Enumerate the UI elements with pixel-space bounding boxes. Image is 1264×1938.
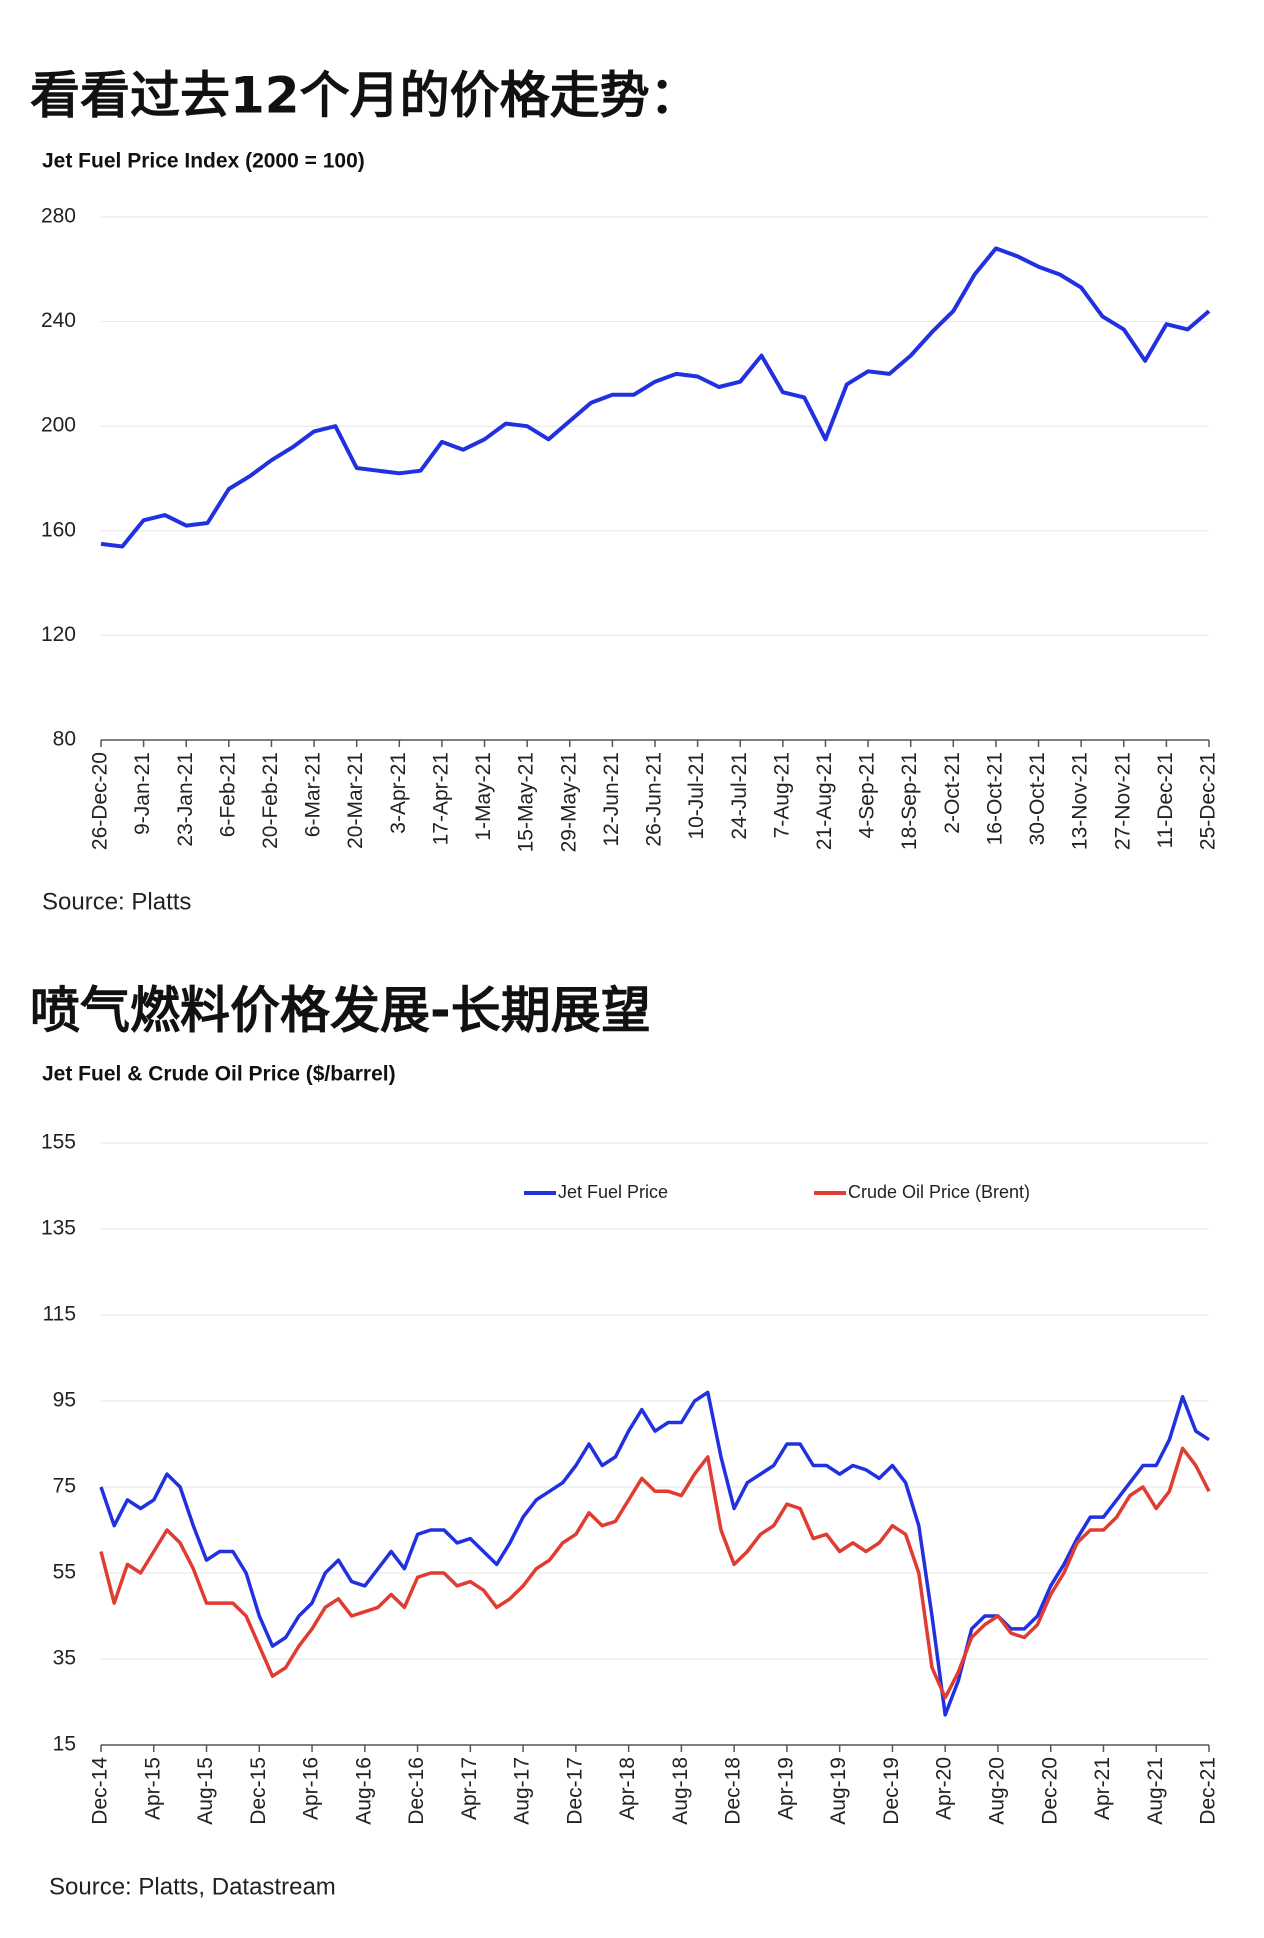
x-tick-label: 2-Oct-21 (941, 752, 964, 834)
x-tick-label: Dec-18 (722, 1757, 745, 1825)
chart-title: Jet Fuel & Crude Oil Price ($/barrel) (42, 1063, 396, 1086)
x-tick-label: Dec-17 (563, 1757, 586, 1825)
y-tick-label: 55 (53, 1561, 76, 1584)
x-tick-label: 4-Sep-21 (856, 752, 879, 838)
y-tick-label: 80 (53, 728, 76, 751)
y-tick-label: 160 (41, 518, 76, 541)
x-tick-label: 6-Mar-21 (302, 752, 325, 837)
section-heading: 看看过去12个月的价格走势： (30, 67, 700, 125)
x-tick-label: Dec-14 (89, 1757, 112, 1825)
x-tick-label: 29-May-21 (557, 752, 580, 852)
x-tick-label: Apr-21 (1091, 1757, 1114, 1820)
x-tick-label: Aug-15 (194, 1757, 217, 1825)
x-tick-label: 17-Apr-21 (429, 752, 452, 845)
y-tick-label: 135 (41, 1217, 76, 1240)
y-tick-label: 240 (41, 309, 76, 332)
x-tick-label: Apr-20 (933, 1757, 956, 1820)
x-tick-label: 11-Dec-21 (1154, 752, 1177, 849)
x-tick-label: 1-May-21 (472, 752, 495, 841)
x-tick-label: 10-Jul-21 (685, 752, 708, 840)
x-tick-label: Aug-21 (1144, 1757, 1167, 1825)
x-tick-label: 26-Jun-21 (643, 752, 666, 847)
x-tick-label: Apr-17 (458, 1757, 481, 1820)
x-tick-label: 12-Jun-21 (600, 752, 623, 847)
chart-title: Jet Fuel Price Index (2000 = 100) (42, 150, 365, 173)
x-tick-label: 9-Jan-21 (131, 752, 154, 835)
y-tick-label: 15 (53, 1733, 76, 1756)
data-line (100, 246, 1211, 549)
y-tick-label: 155 (41, 1131, 76, 1154)
x-tick-label: 16-Oct-21 (983, 752, 1006, 845)
source-note: Source: Platts, Datastream (49, 1873, 336, 1900)
data-line (99, 1446, 1211, 1700)
x-tick-label: Dec-16 (405, 1757, 428, 1825)
x-tick-label: Aug-18 (669, 1757, 692, 1825)
x-tick-label: Dec-20 (1038, 1757, 1061, 1825)
x-tick-label: 6-Feb-21 (216, 752, 239, 837)
y-tick-label: 200 (41, 414, 76, 437)
legend-label: Jet Fuel Price (558, 1182, 668, 1202)
data-line (99, 1390, 1210, 1717)
x-tick-label: 23-Jan-21 (174, 752, 197, 847)
x-tick-label: 21-Aug-21 (813, 752, 836, 850)
x-tick-label: 30-Oct-21 (1026, 752, 1049, 845)
source-note: Source: Platts (42, 888, 191, 915)
x-tick-label: Aug-19 (827, 1757, 850, 1825)
x-tick-label: Apr-16 (300, 1757, 323, 1820)
x-tick-label: Aug-20 (985, 1757, 1008, 1825)
x-tick-label: 25-Dec-21 (1197, 752, 1220, 850)
x-tick-label: Apr-15 (141, 1757, 164, 1820)
x-tick-label: 20-Feb-21 (259, 752, 282, 849)
y-tick-label: 115 (43, 1303, 76, 1326)
x-tick-label: 26-Dec-20 (89, 752, 112, 850)
y-tick-label: 75 (53, 1475, 76, 1498)
x-tick-label: 27-Nov-21 (1111, 752, 1134, 850)
x-tick-label: Dec-19 (880, 1757, 903, 1825)
x-tick-label: 13-Nov-21 (1069, 752, 1092, 850)
x-tick-label: Apr-19 (774, 1757, 797, 1820)
x-tick-label: 15-May-21 (515, 752, 538, 852)
x-tick-label: 24-Jul-21 (728, 752, 751, 840)
x-tick-label: 7-Aug-21 (770, 752, 793, 838)
x-tick-label: Aug-17 (511, 1757, 534, 1825)
x-tick-label: Apr-18 (616, 1757, 639, 1820)
x-tick-label: Aug-16 (352, 1757, 375, 1825)
x-tick-label: Dec-15 (247, 1757, 270, 1825)
x-tick-label: 20-Mar-21 (344, 752, 367, 849)
x-tick-label: 18-Sep-21 (898, 752, 921, 850)
y-tick-label: 35 (53, 1647, 76, 1670)
y-tick-label: 120 (41, 623, 76, 646)
x-tick-label: 3-Apr-21 (387, 752, 410, 834)
x-tick-label: Dec-21 (1197, 1757, 1220, 1825)
section-heading: 喷气燃料价格发展-长期展望 (30, 982, 651, 1040)
legend-label: Crude Oil Price (Brent) (848, 1182, 1030, 1202)
y-tick-label: 95 (53, 1389, 76, 1412)
y-tick-label: 280 (41, 205, 76, 228)
